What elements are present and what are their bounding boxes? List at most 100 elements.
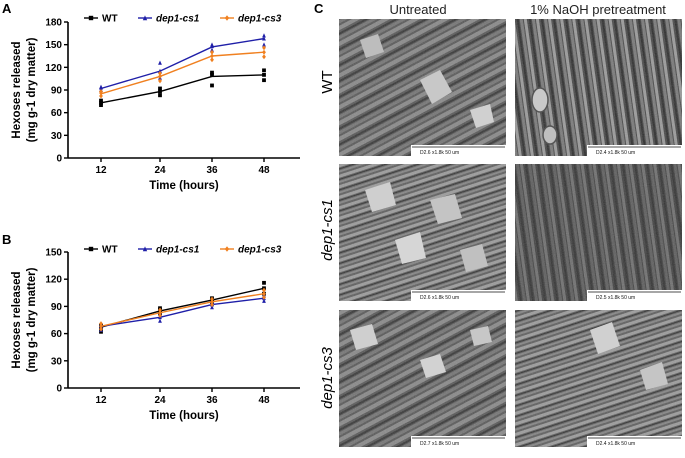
sem-row-wt: WT — [319, 70, 336, 93]
sem-image-dep1-cs3-untreated: D2.7 x1.8k 50 um — [339, 310, 506, 447]
data-point-WT — [158, 86, 162, 91]
data-point-WT — [99, 100, 103, 105]
data-point-WT — [210, 70, 214, 75]
panel-letter-b: B — [2, 232, 11, 247]
x-axis-label: Time (hours) — [149, 410, 219, 422]
data-point-dep1-cs3 — [210, 53, 214, 59]
series-line-WT — [100, 74, 265, 104]
data-point-dep1-cs3 — [210, 296, 214, 302]
legend-label-dep1-cs3: dep1-cs3 — [238, 245, 282, 256]
legend-label-WT: WT — [102, 14, 118, 25]
legend-marker-WT — [88, 246, 94, 252]
data-point-WT — [262, 68, 266, 73]
sem-image-dep1-cs1-naoh: D2.5 x1.8k 50 um — [515, 164, 682, 301]
y-tick-label: 60 — [51, 329, 63, 340]
legend-label-dep1-cs1: dep1-cs1 — [156, 245, 200, 256]
sem-panel: Untreated 1% NaOH pretreatment WT dep1-c… — [319, 2, 682, 447]
data-point-dep1-cs3 — [158, 73, 162, 79]
legend-marker-dep1-cs3 — [224, 15, 230, 21]
series-line-dep1-cs3 — [100, 51, 265, 95]
y-tick-label: 30 — [51, 131, 63, 142]
data-point-WT — [262, 280, 266, 285]
data-point-dep1-cs3 — [158, 307, 162, 313]
legend-marker-dep1-cs1 — [142, 15, 148, 21]
data-point-dep1-cs3 — [262, 45, 266, 51]
y-axis-label: Hexoses released — [11, 271, 23, 368]
data-point-dep1-cs1 — [158, 60, 162, 65]
y-tick-label: 60 — [51, 108, 63, 119]
sem-row-dep1-cs3: dep1-cs3 — [319, 346, 336, 408]
data-point-dep1-cs1 — [262, 42, 266, 47]
y-tick-label: 0 — [56, 154, 62, 165]
y-tick-label: 150 — [45, 248, 62, 259]
y-axis-unit-label: (mg g-1 dry matter) — [26, 37, 38, 142]
legend-label-dep1-cs1: dep1-cs1 — [156, 14, 200, 25]
sem-image-wt-naoh: D2.4 x1.8k 50 um — [515, 19, 682, 156]
data-point-dep1-cs3 — [158, 78, 162, 84]
y-tick-label: 90 — [51, 86, 63, 97]
sem-caption-wt-untreated: D2.6 x1.8k 50 um — [420, 150, 459, 156]
sem-image-dep1-cs3-naoh: D2.4 x1.8k 50 um — [515, 310, 682, 447]
data-point-WT — [262, 72, 266, 77]
data-point-WT — [158, 89, 162, 94]
data-point-dep1-cs1 — [210, 42, 214, 47]
x-tick-label: 24 — [154, 165, 166, 176]
data-point-dep1-cs3 — [99, 89, 103, 95]
data-point-WT — [99, 98, 103, 103]
y-tick-label: 120 — [45, 275, 62, 286]
data-point-dep1-cs3 — [262, 287, 266, 293]
sem-image-wt-untreated: D2.6 x1.8k 50 um — [339, 19, 506, 156]
y-axis-unit-label: (mg g-1 dry matter) — [26, 267, 38, 372]
data-point-dep1-cs3 — [158, 70, 162, 76]
x-tick-label: 48 — [258, 395, 270, 406]
legend-label-dep1-cs3: dep1-cs3 — [238, 14, 282, 25]
data-point-dep1-cs1 — [262, 33, 266, 38]
sem-column-untreated: Untreated — [389, 2, 446, 17]
data-point-dep1-cs3 — [210, 57, 214, 63]
data-point-dep1-cs3 — [210, 302, 214, 308]
data-point-dep1-cs3 — [99, 93, 103, 99]
series-line-dep1-cs1 — [100, 297, 265, 328]
sem-column-naoh: 1% NaOH pretreatment — [530, 2, 666, 17]
sem-image-dep1-cs1-untreated: D2.6 x1.8k 50 um — [339, 164, 506, 301]
y-tick-label: 120 — [45, 63, 62, 74]
x-axis-label: Time (hours) — [149, 180, 219, 192]
data-point-dep1-cs1 — [262, 36, 266, 41]
sem-row-dep1-cs1: dep1-cs1 — [319, 199, 336, 261]
data-point-dep1-cs3 — [262, 291, 266, 297]
data-point-dep1-cs1 — [158, 318, 162, 323]
data-point-dep1-cs3 — [262, 294, 266, 300]
x-tick-label: 48 — [258, 165, 270, 176]
y-tick-label: 150 — [45, 40, 62, 51]
y-tick-label: 180 — [45, 18, 62, 29]
legend-marker-dep1-cs3 — [224, 246, 230, 252]
series-line-dep1-cs3 — [100, 293, 265, 328]
y-tick-label: 0 — [56, 384, 62, 395]
data-point-dep1-cs1 — [99, 85, 103, 90]
chart-a: 0 30 60 90 120 150 180 12 24 36 48 Time (hours) Hexo… — [11, 14, 300, 192]
panel-letter-a: A — [2, 1, 12, 16]
data-point-dep1-cs3 — [158, 310, 162, 316]
x-tick-label: 12 — [95, 395, 107, 406]
data-point-dep1-cs3 — [158, 312, 162, 318]
panel-letter-c: C — [314, 1, 324, 16]
legend-label-WT: WT — [102, 245, 118, 256]
legend-marker-WT — [88, 15, 94, 21]
data-point-dep1-cs3 — [99, 326, 103, 332]
legend-marker-dep1-cs1 — [142, 246, 148, 252]
data-point-dep1-cs3 — [210, 299, 214, 305]
y-tick-label: 30 — [51, 356, 63, 367]
data-point-dep1-cs3 — [210, 49, 214, 55]
data-point-WT — [158, 93, 162, 98]
x-tick-label: 36 — [206, 165, 218, 176]
data-point-dep1-cs1 — [262, 298, 266, 303]
data-point-WT — [210, 83, 214, 88]
x-tick-label: 12 — [95, 165, 107, 176]
x-tick-label: 36 — [206, 395, 218, 406]
chart-b: 0 30 60 90 120 150 12 24 36 48 Time (hours) Hexoses… — [11, 245, 300, 422]
data-point-WT — [210, 72, 214, 77]
data-point-WT — [99, 103, 103, 108]
sem-caption-dep1-cs1-naoh: D2.5 x1.8k 50 um — [596, 295, 635, 301]
data-point-WT — [262, 78, 266, 83]
